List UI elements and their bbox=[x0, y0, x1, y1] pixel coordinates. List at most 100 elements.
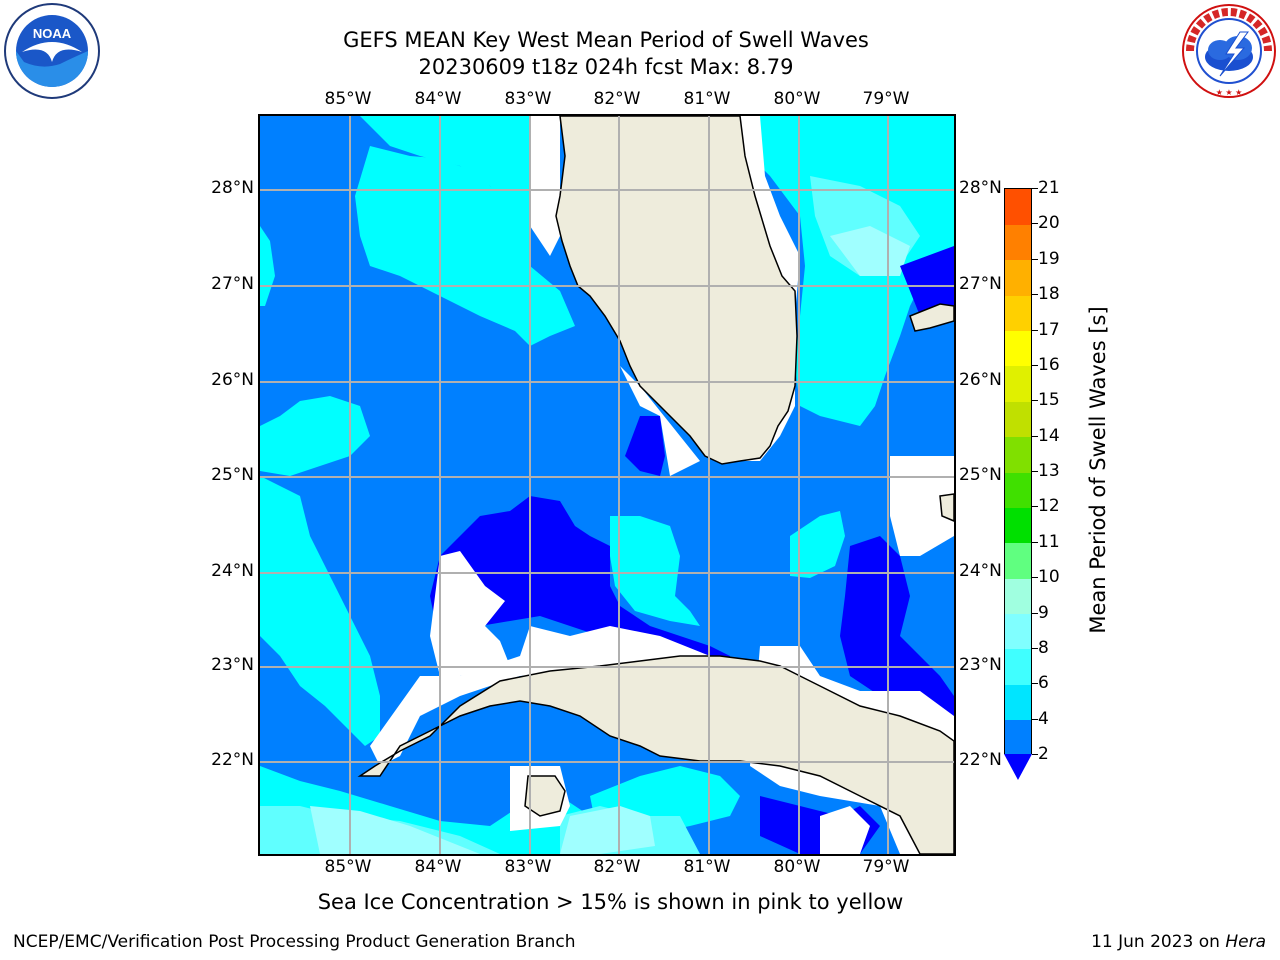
colorbar-segment bbox=[1005, 613, 1031, 650]
colorbar-tick-mark bbox=[1032, 435, 1038, 437]
nodata-region-east-bahamas bbox=[890, 456, 954, 556]
colorbar-segment bbox=[1005, 436, 1031, 473]
lon-tick-top: 80°W bbox=[773, 89, 821, 109]
nodata-region-south-islet bbox=[820, 806, 870, 854]
chart-title: GEFS MEAN Key West Mean Period of Swell … bbox=[343, 28, 869, 52]
colorbar-segment bbox=[1005, 648, 1031, 685]
colorbar-tick-mark bbox=[1032, 647, 1038, 649]
colorbar-tick-label: 8 bbox=[1038, 637, 1049, 658]
lat-tick-right: 24°N bbox=[959, 561, 1002, 581]
colorbar-tick-label: 12 bbox=[1038, 496, 1060, 517]
lat-tick-right: 22°N bbox=[959, 750, 1002, 770]
cyan-region-north-gulf bbox=[360, 116, 530, 226]
colorbar-tick-mark bbox=[1032, 754, 1038, 755]
svg-text:NOAA: NOAA bbox=[33, 26, 72, 41]
colorbar-segment bbox=[1005, 472, 1031, 508]
lat-tick-left: 23°N bbox=[211, 655, 254, 675]
colorbar-label: Mean Period of Swell Waves [s] bbox=[1086, 306, 1110, 634]
lat-tick-left: 22°N bbox=[211, 750, 254, 770]
cyan-region-gulf-central bbox=[355, 146, 575, 346]
colorbar-tick-label: 19 bbox=[1038, 248, 1060, 269]
colorbar-tick-mark bbox=[1032, 364, 1038, 366]
colorbar-tick-mark bbox=[1032, 683, 1038, 685]
footer-date: 11 Jun 2023 on Hera bbox=[1091, 932, 1266, 952]
colorbar-tick-label: 9 bbox=[1038, 602, 1049, 623]
nodata-region-gulf-south bbox=[430, 551, 510, 676]
colorbar-segment bbox=[1005, 189, 1031, 225]
deepblue-region-keys bbox=[625, 416, 665, 476]
lon-tick-bottom: 84°W bbox=[414, 857, 462, 877]
sea-ice-note: Sea Ice Concentration > 15% is shown in … bbox=[317, 890, 904, 914]
lat-tick-right: 28°N bbox=[959, 178, 1002, 198]
colorbar-tick-mark bbox=[1032, 400, 1038, 402]
colorbar-segment bbox=[1005, 330, 1031, 367]
lat-tick-left: 28°N bbox=[211, 178, 254, 198]
noaa-logo: NOAA bbox=[2, 2, 102, 100]
lat-tick-left: 24°N bbox=[211, 561, 254, 581]
colorbar-tick-label: 21 bbox=[1038, 178, 1060, 198]
bahamas-land-east bbox=[939, 493, 954, 522]
colorbar-tick-label: 6 bbox=[1038, 673, 1049, 694]
lon-tick-top: 83°W bbox=[504, 89, 552, 109]
lon-tick-bottom: 80°W bbox=[773, 857, 821, 877]
lat-tick-right: 26°N bbox=[959, 370, 1002, 390]
footer-date-text: 11 Jun 2023 on bbox=[1091, 932, 1226, 952]
colorbar-tick-mark bbox=[1032, 541, 1038, 543]
colorbar-tick-mark bbox=[1032, 188, 1038, 189]
lon-tick-bottom: 85°W bbox=[324, 857, 372, 877]
lon-tick-bottom: 82°W bbox=[593, 857, 641, 877]
colorbar-tick-label: 4 bbox=[1038, 708, 1049, 729]
colorbar-tick-label: 10 bbox=[1038, 567, 1060, 588]
lon-tick-bottom: 83°W bbox=[504, 857, 552, 877]
colorbar-tick-label: 18 bbox=[1038, 284, 1060, 305]
colorbar-tick-mark bbox=[1032, 258, 1038, 260]
colorbar-tick-label: 13 bbox=[1038, 461, 1060, 481]
lat-tick-left: 26°N bbox=[211, 370, 254, 390]
colorbar-tick-mark bbox=[1032, 294, 1038, 296]
deepblue-region-atlantic-ne bbox=[900, 246, 954, 316]
lon-tick-top: 85°W bbox=[324, 89, 372, 109]
isle-of-youth-land bbox=[524, 775, 566, 817]
pale-region-atlantic bbox=[830, 226, 910, 276]
colorbar-segment bbox=[1005, 224, 1031, 261]
colorbar-segment bbox=[1005, 719, 1031, 756]
map-gridlines bbox=[260, 116, 954, 854]
cyan-region-east-small bbox=[790, 511, 845, 578]
lat-tick-left: 27°N bbox=[211, 274, 254, 294]
map-svg bbox=[260, 116, 954, 854]
land-masses bbox=[357, 116, 954, 854]
colorbar-tick-mark bbox=[1032, 506, 1038, 508]
cyan-region-west-mid bbox=[260, 396, 370, 476]
colorbar-segment bbox=[1005, 507, 1031, 544]
lon-tick-top: 81°W bbox=[683, 89, 731, 109]
pale-region-south bbox=[310, 806, 480, 854]
florida-land bbox=[555, 116, 798, 465]
colorbar-segment bbox=[1005, 684, 1031, 721]
colorbar-segment bbox=[1005, 578, 1031, 614]
nodata-region-fl-south bbox=[620, 366, 700, 476]
cuba-land bbox=[357, 655, 954, 854]
colorbar-segment bbox=[1005, 295, 1031, 331]
footer-host: Hera bbox=[1225, 932, 1266, 952]
colorbar-under-arrow bbox=[1004, 754, 1032, 780]
chart-subtitle: 20230609 t18z 024h fcst Max: 8.79 bbox=[418, 55, 794, 79]
cyan-region-straits bbox=[610, 516, 700, 626]
colorbar-tick-mark bbox=[1032, 223, 1038, 225]
lon-tick-bottom: 79°W bbox=[862, 857, 910, 877]
colorbar-segment bbox=[1005, 365, 1031, 402]
lon-tick-bottom: 81°W bbox=[683, 857, 731, 877]
nws-logo: ★ ★ ★ bbox=[1180, 2, 1278, 100]
pale-region-south-center bbox=[560, 806, 655, 854]
nodata-region-fl-west bbox=[530, 116, 560, 256]
colorbar-tick-label: 16 bbox=[1038, 354, 1060, 375]
lat-tick-right: 25°N bbox=[959, 465, 1002, 485]
nodata-region-cuba-west bbox=[370, 626, 720, 766]
lon-tick-top: 84°W bbox=[414, 89, 462, 109]
colorbar-tick-mark bbox=[1032, 329, 1038, 331]
cyan-region-atlantic bbox=[750, 116, 954, 426]
colorbar-tick-mark bbox=[1032, 471, 1038, 472]
lon-tick-top: 79°W bbox=[862, 89, 910, 109]
colorbar-tick-label: 14 bbox=[1038, 425, 1060, 446]
colorbar bbox=[1004, 188, 1032, 756]
colorbar-tick-mark bbox=[1032, 718, 1038, 720]
